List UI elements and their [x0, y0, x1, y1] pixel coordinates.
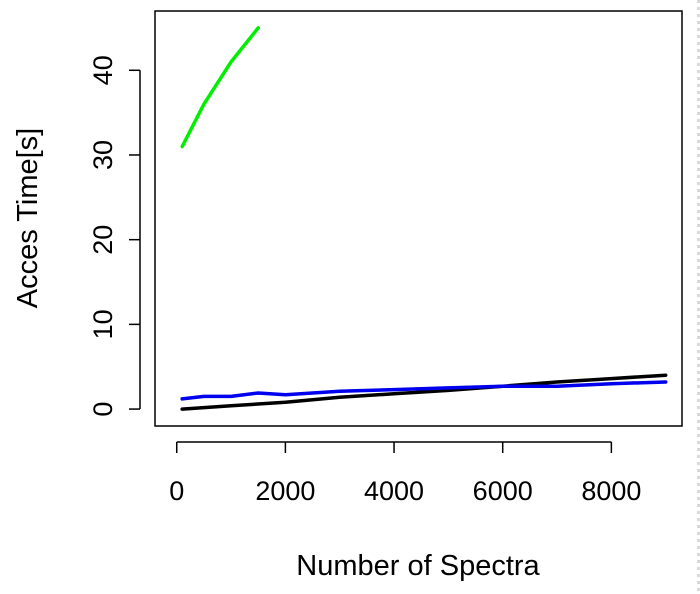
- series-line-1: [180, 26, 260, 149]
- series-line-2: [180, 373, 668, 411]
- y-tick-label: 0: [88, 402, 118, 417]
- y-tick-label: 40: [88, 55, 118, 85]
- y-tick-label: 10: [88, 309, 118, 339]
- y-tick-label: 20: [88, 225, 118, 255]
- x-axis: 0 2000 4000 6000 8000: [169, 441, 641, 506]
- x-tick-label: 6000: [473, 476, 533, 506]
- y-tick-label: 30: [88, 140, 118, 170]
- window-edge: [697, 0, 700, 594]
- y-axis: 0 10 20 30 40: [88, 55, 141, 417]
- plot-frame: [154, 10, 683, 427]
- x-tick-label: 4000: [364, 476, 424, 506]
- x-tick-label: 8000: [581, 476, 641, 506]
- series-line-3: [180, 380, 668, 401]
- x-tick-label: 2000: [255, 476, 315, 506]
- x-axis-label: Number of Spectra: [296, 550, 540, 582]
- series-layer: [180, 26, 668, 411]
- x-tick-label: 0: [169, 476, 184, 506]
- y-axis-label: Acces Time[s]: [12, 128, 44, 309]
